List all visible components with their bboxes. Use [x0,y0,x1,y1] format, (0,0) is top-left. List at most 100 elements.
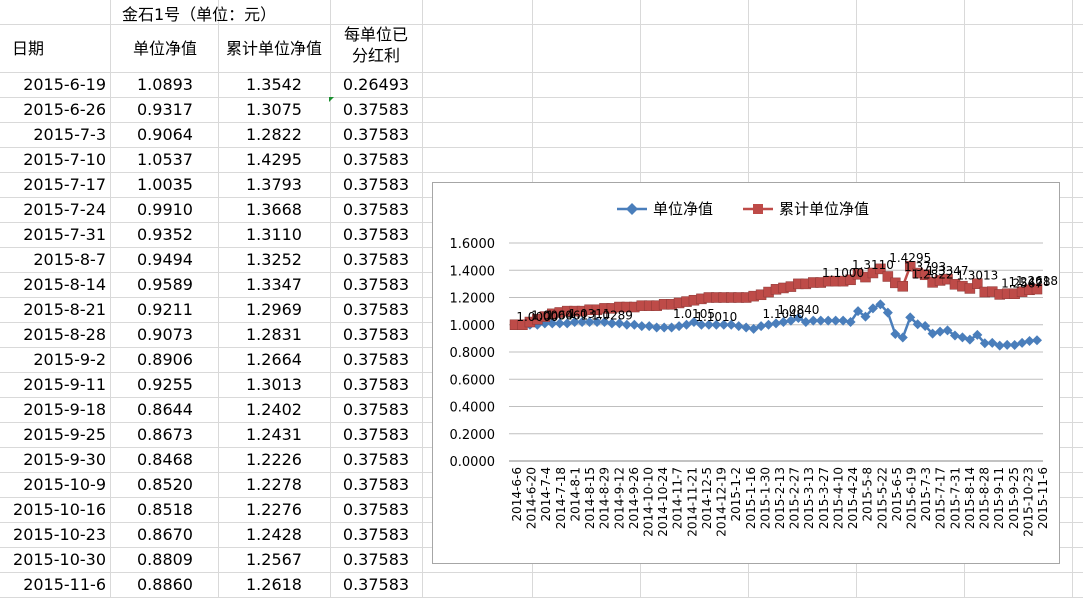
cell-cum-nav[interactable]: 1.2822 [246,125,302,144]
cell-dividend[interactable]: 0.37583 [342,225,410,244]
x-tick-label: 2015-9-11 [992,467,1006,529]
cell-nav[interactable]: 0.9064 [137,125,193,144]
cell-dividend[interactable]: 0.37583 [342,375,410,394]
cell-dividend[interactable]: 0.37583 [342,575,410,594]
cell-date[interactable]: 2015-7-24 [23,200,106,219]
cell-cum-nav[interactable]: 1.2831 [246,325,302,344]
cell-dividend[interactable]: 0.37583 [342,100,410,119]
series-nav-marker [1009,339,1020,350]
cell-cum-nav[interactable]: 1.3110 [246,225,302,244]
cell-date[interactable]: 2015-9-2 [33,350,106,369]
cell-dividend[interactable]: 0.37583 [342,150,410,169]
cell-cum-nav[interactable]: 1.3013 [246,375,302,394]
cell-date[interactable]: 2015-10-30 [13,550,106,569]
cell-dividend[interactable]: 0.37583 [342,475,410,494]
cell-nav[interactable]: 0.8906 [137,350,193,369]
cell-dividend[interactable]: 0.37583 [342,275,410,294]
cell-dividend[interactable]: 0.37583 [342,400,410,419]
cell-cum-nav[interactable]: 1.2969 [246,300,302,319]
cell-date[interactable]: 2015-9-11 [23,375,106,394]
cell-date[interactable]: 2015-11-6 [23,575,106,594]
cell-date[interactable]: 2015-7-31 [23,225,106,244]
series-nav-marker [979,338,990,349]
cell-dividend[interactable]: 0.37583 [342,250,410,269]
cell-dividend[interactable]: 0.37583 [342,525,410,544]
cell-dividend[interactable]: 0.37583 [342,175,410,194]
cell-cum-nav[interactable]: 1.4295 [246,150,302,169]
cell-date[interactable]: 2015-6-26 [23,100,106,119]
nav-chart[interactable]: 0.0000 0.2000 0.4000 0.6000 0.8000 1.0000 1.20… [432,182,1060,564]
cell-date[interactable]: 2015-9-18 [23,400,106,419]
cell-dividend[interactable]: 0.37583 [342,450,410,469]
sheet-title[interactable]: 金石1号（单位：元） [122,5,277,24]
cell-nav[interactable]: 0.8673 [137,425,193,444]
cell-nav[interactable]: 0.9494 [137,250,193,269]
cell-cum-nav[interactable]: 1.3347 [246,275,302,294]
cell-nav[interactable]: 1.0537 [137,150,193,169]
cell-nav[interactable]: 0.9255 [137,375,193,394]
cell-cum-nav[interactable]: 1.2618 [246,575,302,594]
cell-date[interactable]: 2015-7-10 [23,150,106,169]
cell-nav[interactable]: 0.8468 [137,450,193,469]
cell-nav[interactable]: 1.0035 [137,175,193,194]
cell-dividend[interactable]: 0.37583 [342,500,410,519]
cell-cum-nav[interactable]: 1.2428 [246,525,302,544]
cell-dividend[interactable]: 0.37583 [342,200,410,219]
cell-cum-nav[interactable]: 1.3075 [246,100,302,119]
header-dividend[interactable]: 每单位已分红利 [343,25,408,65]
cell-date[interactable]: 2015-7-3 [33,125,106,144]
cell-nav[interactable]: 0.8670 [137,525,193,544]
cell-cum-nav[interactable]: 1.3668 [246,200,302,219]
cell-date[interactable]: 2015-7-17 [23,175,106,194]
cell-date[interactable]: 2015-9-25 [23,425,106,444]
cell-nav[interactable]: 0.8520 [137,475,193,494]
header-date[interactable]: 日期 [12,39,45,58]
cell-date[interactable]: 2015-6-19 [23,75,106,94]
cell-nav[interactable]: 0.8644 [137,400,193,419]
cell-dividend[interactable]: 0.37583 [342,350,410,369]
data-label: 1.0289 [591,308,633,322]
cell-cum-nav[interactable]: 1.2226 [246,450,302,469]
gridline-vertical [110,0,111,597]
cell-nav[interactable]: 0.8809 [137,550,193,569]
cell-cum-nav[interactable]: 1.2664 [246,350,302,369]
cell-nav[interactable]: 0.9589 [137,275,193,294]
cell-nav[interactable]: 0.9073 [137,325,193,344]
cell-cum-nav[interactable]: 1.2402 [246,400,302,419]
header-nav[interactable]: 单位净值 [132,39,197,58]
cell-cum-nav[interactable]: 1.3252 [246,250,302,269]
cell-nav[interactable]: 0.9211 [137,300,193,319]
cell-date[interactable]: 2015-9-30 [23,450,106,469]
cell-nav[interactable]: 0.8518 [137,500,193,519]
cell-dividend[interactable]: 0.37583 [342,550,410,569]
cell-date[interactable]: 2015-10-23 [13,525,106,544]
cell-dividend[interactable]: 0.37583 [342,300,410,319]
cell-cum-nav[interactable]: 1.3542 [246,75,302,94]
x-tick-label: 2015-3-27 [817,467,831,529]
series-nav-marker [599,317,610,328]
cell-nav[interactable]: 1.0893 [137,75,193,94]
cell-cum-nav[interactable]: 1.3793 [246,175,302,194]
cell-date[interactable]: 2015-10-9 [23,475,106,494]
x-tick-label: 2015-1-2 [729,467,743,521]
cell-date[interactable]: 2015-8-7 [33,250,106,269]
cell-dividend[interactable]: 0.37583 [342,425,410,444]
cell-dividend[interactable]: 0.26493 [342,75,410,94]
cell-nav[interactable]: 0.9910 [137,200,193,219]
cell-cum-nav[interactable]: 1.2567 [246,550,302,569]
cell-cum-nav[interactable]: 1.2431 [246,425,302,444]
cell-date[interactable]: 2015-8-28 [23,325,106,344]
cell-date[interactable]: 2015-8-14 [23,275,106,294]
cell-nav[interactable]: 0.8860 [137,575,193,594]
cell-date[interactable]: 2015-8-21 [23,300,106,319]
cell-cum-nav[interactable]: 1.2276 [246,500,302,519]
series-nav-marker [621,319,632,330]
cell-nav[interactable]: 0.9317 [137,100,193,119]
x-tick-label: 2015-7-31 [948,467,962,529]
cell-date[interactable]: 2015-10-16 [13,500,106,519]
cell-nav[interactable]: 0.9352 [137,225,193,244]
cell-dividend[interactable]: 0.37583 [342,325,410,344]
cell-cum-nav[interactable]: 1.2278 [246,475,302,494]
cell-dividend[interactable]: 0.37583 [342,125,410,144]
header-cum-nav[interactable]: 累计单位净值 [225,39,322,58]
